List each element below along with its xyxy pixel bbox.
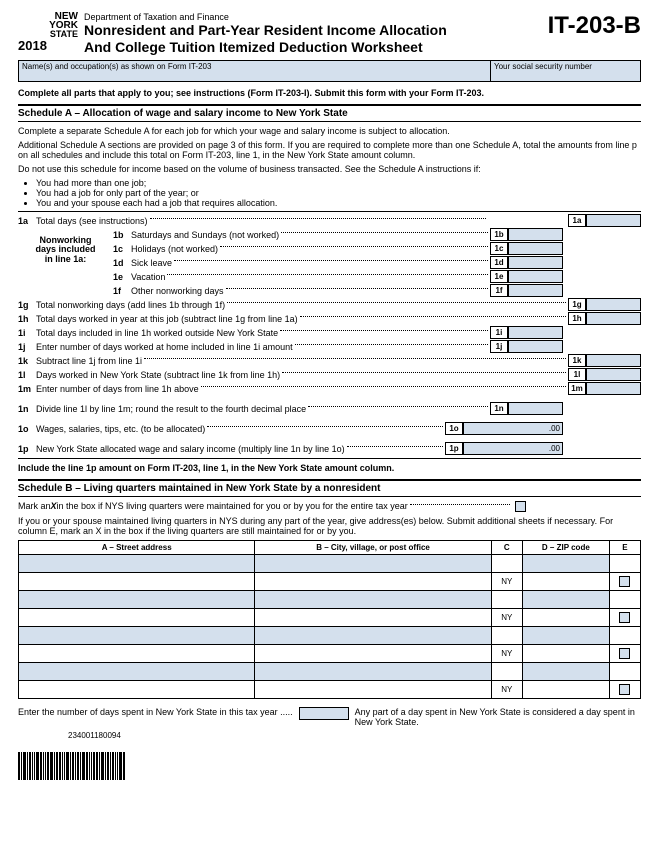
addr-4-d[interactable]: [522, 662, 609, 680]
addr-3-d[interactable]: [522, 626, 609, 644]
col-b-header: B – City, village, or post office: [255, 540, 491, 554]
sched-b-mark-line: Mark an X in the box if NYS living quart…: [18, 501, 641, 512]
name-field[interactable]: Name(s) and occupation(s) as shown on Fo…: [19, 61, 490, 81]
ssn-field[interactable]: Your social security number: [490, 61, 640, 81]
line-1e-value[interactable]: [508, 270, 563, 283]
address-table: A – Street address B – City, village, or…: [18, 540, 641, 699]
line-1j-value[interactable]: [508, 340, 563, 353]
line-1a-code: 1a: [18, 216, 36, 226]
col-a-header: A – Street address: [19, 540, 255, 554]
col-d-header: D – ZIP code: [522, 540, 609, 554]
addr-4-a[interactable]: [19, 662, 255, 680]
addr-2-b[interactable]: [255, 590, 491, 608]
addr-3-b[interactable]: [255, 626, 491, 644]
tax-year: 2018: [18, 38, 78, 53]
line-1h-value[interactable]: [586, 312, 641, 325]
sched-b-p2: If you or your spouse maintained living …: [18, 516, 641, 536]
barcode-number: 234001180094: [68, 731, 641, 740]
line-1p-value[interactable]: .00: [463, 442, 563, 455]
sched-a-p1: Complete a separate Schedule A for each …: [18, 126, 641, 136]
nonworking-label: Nonworkingdays includedin line 1a:: [18, 228, 113, 298]
nys-quarters-checkbox[interactable]: [515, 501, 526, 512]
col-e-header: E: [609, 540, 640, 554]
line-1a-label: Total days (see instructions): [36, 216, 148, 226]
addr-1-d[interactable]: [522, 554, 609, 572]
line-1f-value[interactable]: [508, 284, 563, 297]
schedule-b-header: Schedule B – Living quarters maintained …: [18, 479, 641, 497]
barcode-icon: [18, 750, 641, 780]
form-code: IT-203-B: [548, 12, 641, 40]
form-header: NEW YORK STATE 2018 Department of Taxati…: [18, 12, 641, 56]
addr-3-a[interactable]: [19, 626, 255, 644]
department-line: Department of Taxation and Finance: [84, 12, 548, 22]
addr-4-b[interactable]: [255, 662, 491, 680]
sched-a-p3: Do not use this schedule for income base…: [18, 164, 641, 174]
line-1b-value[interactable]: [508, 228, 563, 241]
addr-3-e-check[interactable]: [619, 648, 630, 659]
name-ssn-row: Name(s) and occupation(s) as shown on Fo…: [18, 60, 641, 82]
addr-2-e-check[interactable]: [619, 612, 630, 623]
form-title-1: Nonresident and Part-Year Resident Incom…: [84, 22, 548, 39]
line-1o-value[interactable]: .00: [463, 422, 563, 435]
line-1k-value[interactable]: [586, 354, 641, 367]
addr-1-e-check[interactable]: [619, 576, 630, 587]
line-1l-value[interactable]: [586, 368, 641, 381]
addr-2-d[interactable]: [522, 590, 609, 608]
line-1n-value[interactable]: [508, 402, 563, 415]
line-1c-value[interactable]: [508, 242, 563, 255]
addr-1-a[interactable]: [19, 554, 255, 572]
sched-a-bullets: You had more than one job; You had a job…: [26, 178, 641, 208]
sched-a-p2: Additional Schedule A sections are provi…: [18, 140, 641, 160]
schedule-a-header: Schedule A – Allocation of wage and sala…: [18, 104, 641, 122]
include-note: Include the line 1p amount on Form IT-20…: [18, 463, 641, 473]
line-1a-num: 1a: [568, 214, 586, 227]
line-1a-value[interactable]: [586, 214, 641, 227]
addr-4-e-check[interactable]: [619, 684, 630, 695]
line-1i-value[interactable]: [508, 326, 563, 339]
schedule-a-lines: 1a Total days (see instructions) 1a Nonw…: [18, 211, 641, 459]
line-1m-value[interactable]: [586, 382, 641, 395]
title-block: Department of Taxation and Finance Nonre…: [78, 12, 548, 56]
form-title-2: And College Tuition Itemized Deduction W…: [84, 39, 548, 56]
line-1g-value[interactable]: [586, 298, 641, 311]
addr-1-b[interactable]: [255, 554, 491, 572]
main-instruction: Complete all parts that apply to you; se…: [18, 88, 641, 98]
days-in-nys-value[interactable]: [299, 707, 349, 720]
days-question-row: Enter the number of days spent in New Yo…: [18, 707, 641, 727]
col-c-header: C: [491, 540, 522, 554]
ny-logo: NEW YORK STATE 2018: [18, 12, 78, 53]
line-1d-value[interactable]: [508, 256, 563, 269]
addr-2-a[interactable]: [19, 590, 255, 608]
